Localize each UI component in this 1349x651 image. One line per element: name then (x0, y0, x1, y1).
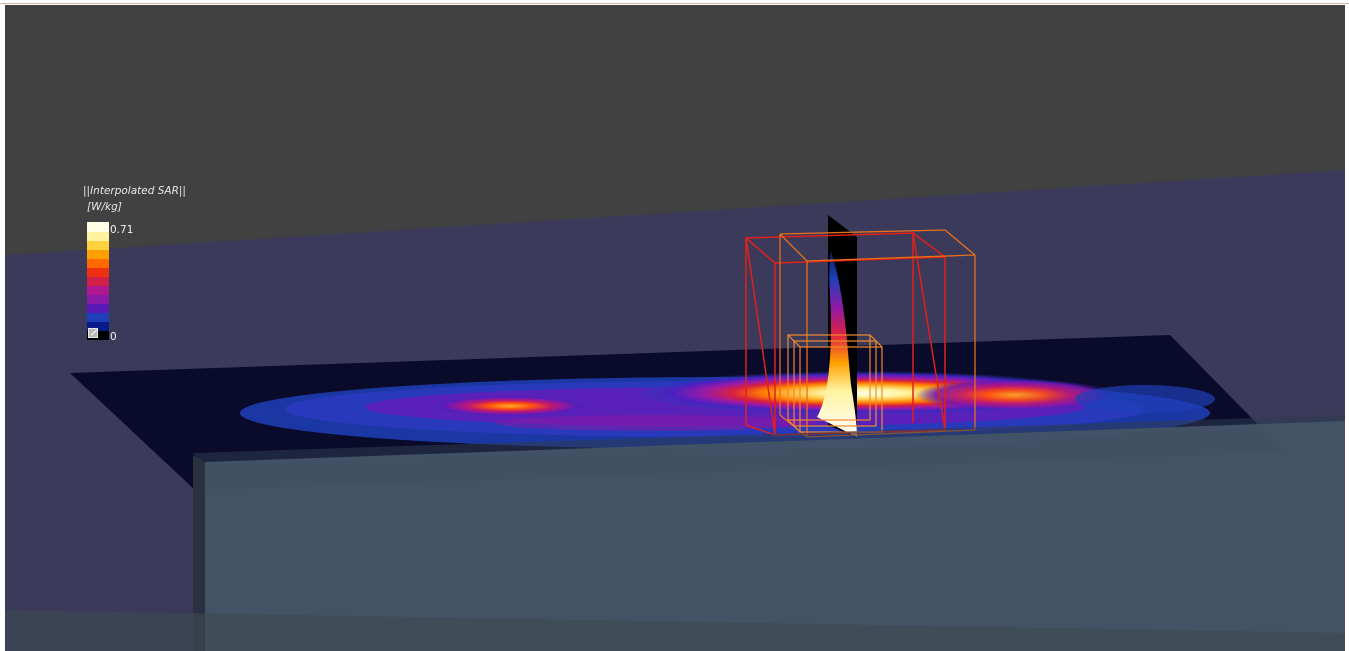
colorbar-swatch (87, 312, 109, 323)
colorbar-swatch (87, 330, 109, 341)
colorbar-swatch (87, 321, 109, 332)
legend-title: ||Interpolated SAR|| (83, 185, 186, 197)
legend-toggle-icon[interactable] (88, 328, 98, 338)
legend-unit: [W/kg] (87, 201, 122, 213)
colorbar-swatch (87, 231, 109, 241)
phantom-block-side (193, 455, 205, 651)
sar-flame (817, 251, 857, 437)
3d-viewport[interactable]: ||Interpolated SAR|| [W/kg] 0.71 0 (5, 5, 1345, 651)
sar-legend: ||Interpolated SAR|| [W/kg] 0.71 0 (83, 185, 223, 345)
colorbar-swatch (87, 303, 109, 314)
colorbar-swatch (87, 258, 109, 268)
colorbar-swatch (87, 285, 109, 296)
sar-field (240, 371, 1215, 449)
small-box-orange (787, 334, 883, 433)
phantom-block-front (205, 421, 1345, 651)
legend-min-value: 0 (110, 331, 117, 343)
colorbar-swatch (87, 294, 109, 305)
colorbar-swatch (87, 249, 109, 259)
legend-max-value: 0.71 (110, 224, 134, 236)
colorbar-swatch (87, 240, 109, 250)
sar-scene[interactable] (5, 5, 1345, 651)
colorbar-swatch (87, 222, 109, 232)
viewport-top-border (0, 0, 1349, 4)
colorbar-swatch (87, 267, 109, 277)
colorbar (87, 222, 109, 341)
colorbar-swatch (87, 276, 109, 287)
ground-strip (5, 610, 1345, 651)
